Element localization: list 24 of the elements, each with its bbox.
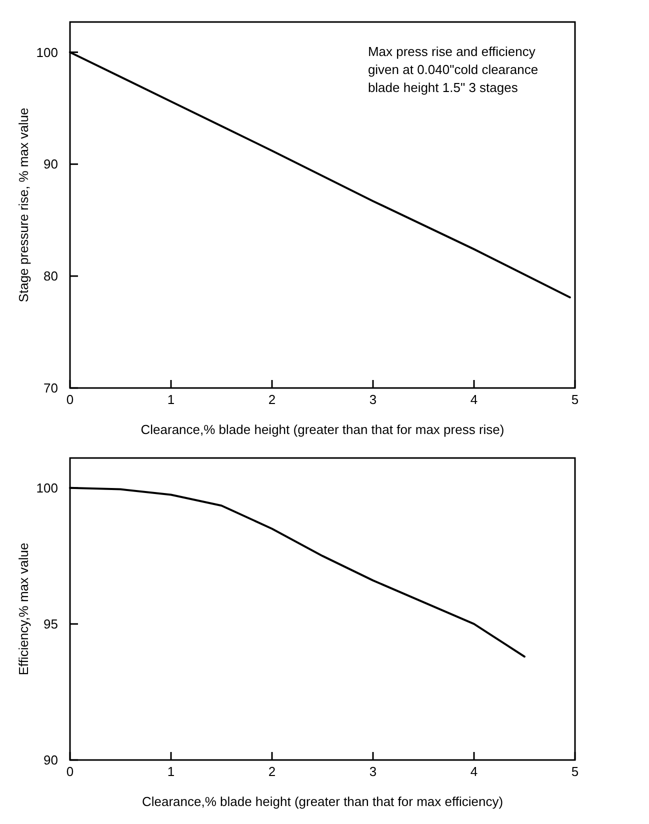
y-tick-label: 100 [36, 44, 58, 60]
y-tick-label: 70 [44, 380, 58, 396]
x-tick-label: 4 [470, 764, 478, 779]
y-axis-title: Stage pressure rise, % max value [16, 108, 31, 302]
y-tick-label: 80 [44, 268, 58, 284]
y-tick-label: 100 [36, 480, 58, 496]
x-tick-label: 0 [66, 392, 74, 407]
x-tick-label: 1 [167, 392, 175, 407]
y-axis-title: Efficiency,% max value [16, 542, 31, 676]
x-tick-label: 0 [66, 764, 74, 779]
x-tick-label: 3 [369, 392, 377, 407]
y-tick-label: 90 [44, 752, 58, 768]
x-tick-label: 1 [167, 764, 175, 779]
x-tick-label: 5 [571, 764, 579, 779]
annotation: Max press rise and efficiency given at 0.040"cold clearance blade height 1.5" 3 stages [368, 44, 538, 95]
y-tick-label: 95 [44, 616, 58, 632]
x-tick-label: 2 [268, 392, 276, 407]
x-axis-title: Clearance,% blade height (greater than that for max efficiency) [142, 794, 504, 809]
x-tick-label: 5 [571, 392, 579, 407]
x-tick-label: 2 [268, 764, 276, 779]
y-tick-label: 90 [44, 156, 58, 172]
x-axis-title: Clearance,% blade height (greater than that for max press rise) [140, 422, 504, 437]
x-tick-label: 4 [470, 392, 478, 407]
x-tick-label: 3 [369, 764, 377, 779]
